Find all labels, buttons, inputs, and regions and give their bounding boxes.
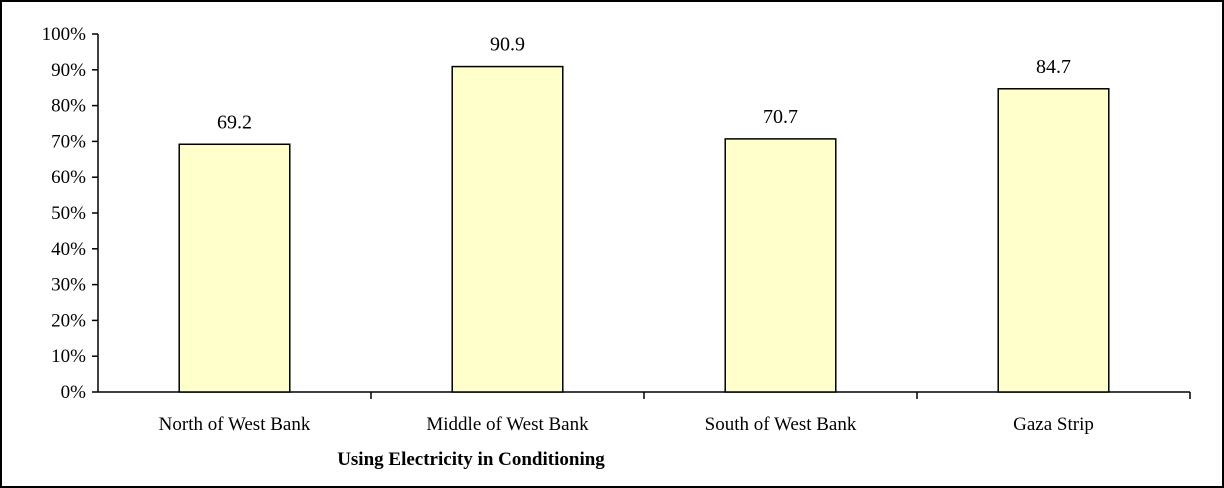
bar	[724, 138, 837, 393]
x-axis-title: Using Electricity in Conditioning	[337, 449, 605, 470]
bar	[997, 88, 1110, 393]
y-tick-label: 70%	[51, 131, 86, 152]
y-tick-label: 0%	[61, 382, 87, 403]
bar-value-label: 90.9	[490, 34, 525, 56]
x-category-label: North of West Bank	[159, 414, 311, 435]
y-tick-label: 90%	[51, 60, 86, 81]
y-tick-label: 20%	[51, 310, 86, 331]
y-tick-label: 60%	[51, 167, 86, 188]
bar	[178, 143, 291, 393]
y-tick-label: 10%	[51, 346, 86, 367]
x-category-label: South of West Bank	[705, 414, 857, 435]
data-labels: 69.2 90.9 70.7 84.7	[217, 34, 1071, 134]
y-tick-label: 40%	[51, 239, 86, 260]
category-labels: North of West Bank Middle of West Bank Sou…	[159, 414, 1094, 435]
x-category-label: Middle of West Bank	[426, 414, 589, 435]
x-category-label: Gaza Strip	[1013, 414, 1094, 435]
y-tick-label: 80%	[51, 96, 86, 117]
bar-value-label: 69.2	[217, 111, 252, 133]
bar-value-label: 70.7	[763, 106, 798, 128]
bar-series	[178, 65, 1110, 393]
bar-value-label: 84.7	[1036, 56, 1071, 78]
y-tick-label: 30%	[51, 275, 86, 296]
y-axis-ticks: 0% 10% 20% 30% 40% 50% 60% 70% 80% 90% 100%	[42, 24, 98, 403]
x-axis-ticks	[370, 392, 1191, 399]
y-tick-label: 50%	[51, 203, 86, 224]
y-tick-label: 100%	[42, 24, 87, 45]
bar	[451, 65, 564, 393]
